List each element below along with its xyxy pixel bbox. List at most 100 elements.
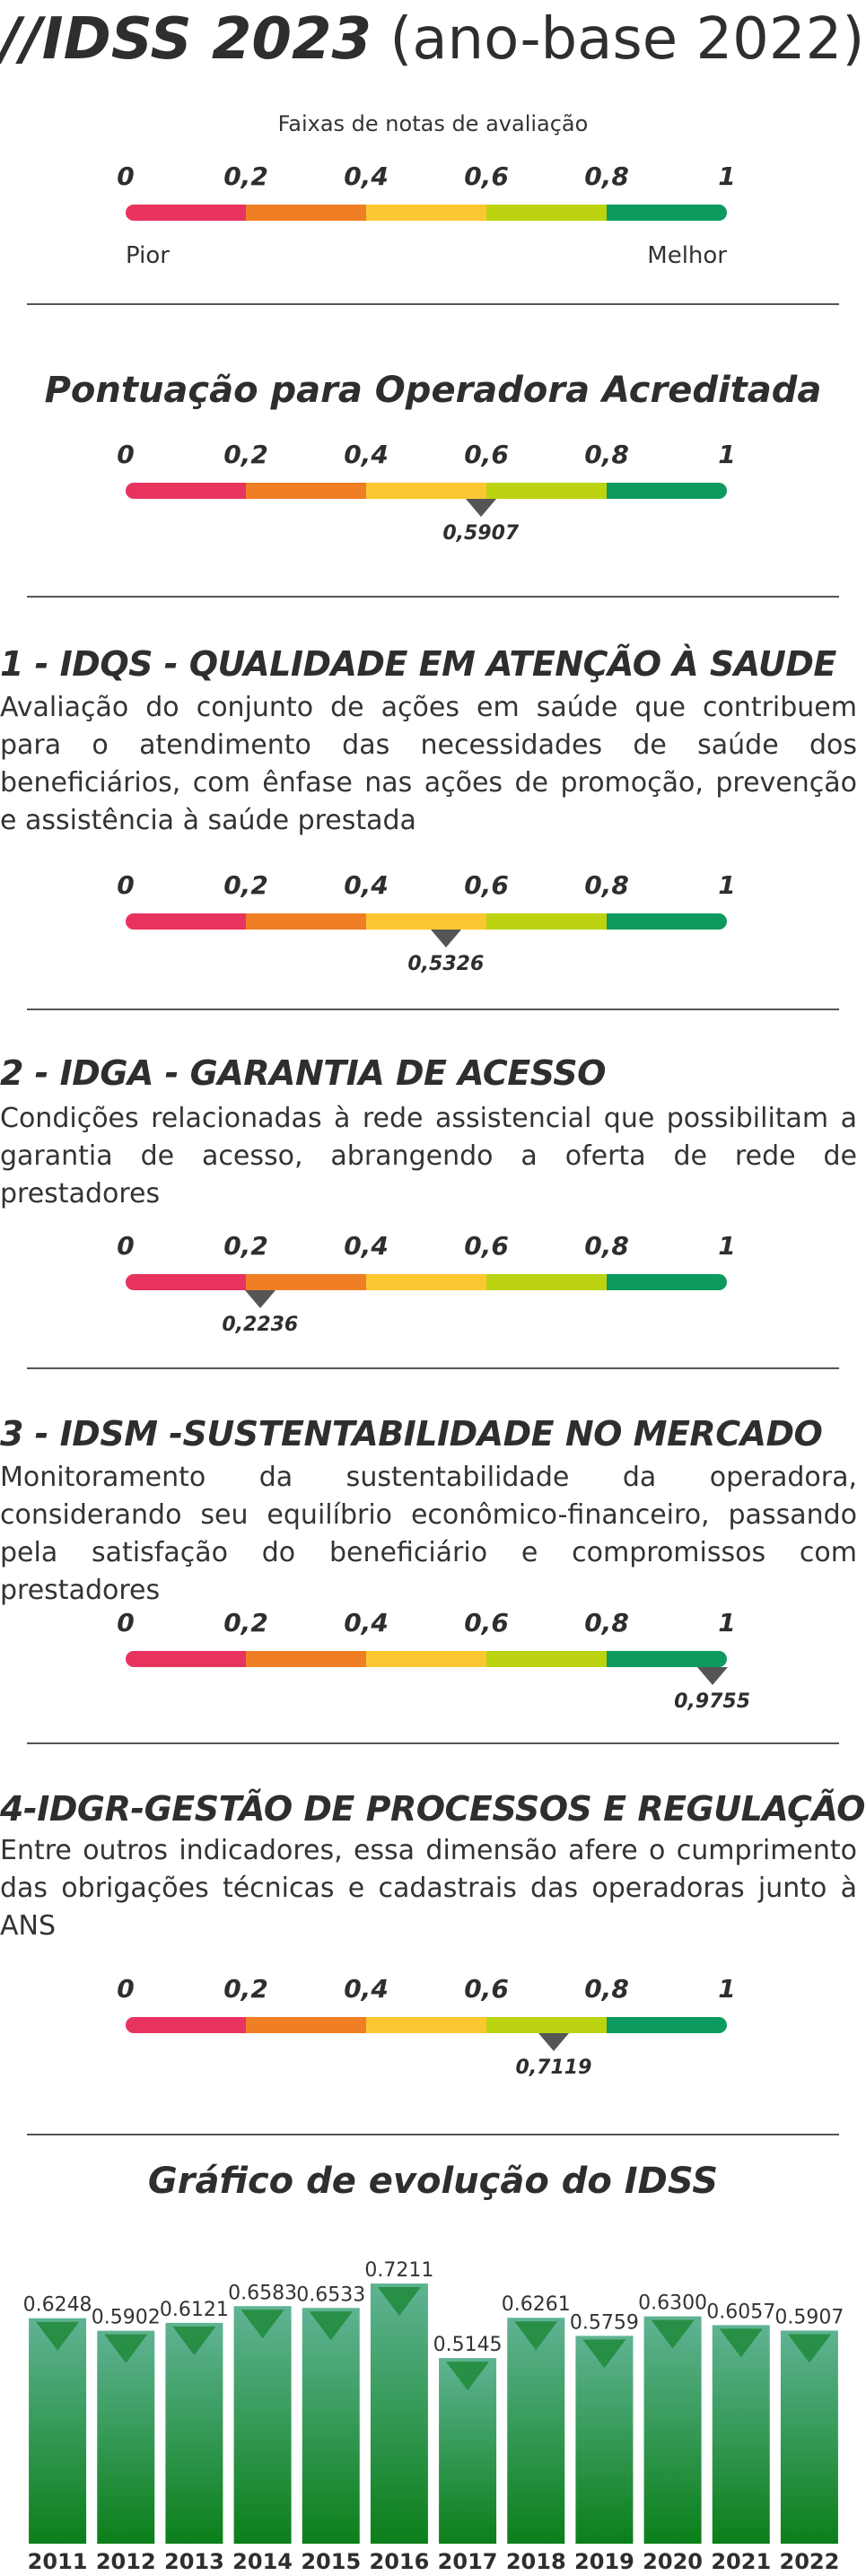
bar-arrow-icon bbox=[377, 2287, 421, 2316]
year-tick-label: 2019 bbox=[574, 2549, 634, 2574]
divider bbox=[27, 303, 839, 305]
scale-segment bbox=[246, 205, 366, 221]
bar-value-label: 0.6057 bbox=[706, 2301, 775, 2323]
score-scale-bar bbox=[126, 1274, 727, 1290]
bar-arrow-icon bbox=[651, 2319, 695, 2349]
scale-tick-label: 0,6 bbox=[464, 162, 509, 191]
scale-tick-label: 0,8 bbox=[584, 870, 629, 900]
scale-tick-label: 0,6 bbox=[464, 1608, 509, 1637]
scale-segment bbox=[486, 205, 607, 221]
scale-tick-label: 0,8 bbox=[584, 440, 629, 469]
year-tick-label: 2022 bbox=[780, 2549, 840, 2574]
scale-segment bbox=[607, 1651, 727, 1667]
divider bbox=[27, 1742, 839, 1744]
chart-bar bbox=[370, 2283, 428, 2544]
year-tick-label: 2021 bbox=[711, 2549, 771, 2574]
scale-tick-label: 1 bbox=[718, 162, 736, 191]
score-value: 0,9755 bbox=[674, 1690, 751, 1713]
bar-value-label: 0.6583 bbox=[228, 2282, 297, 2304]
divider bbox=[27, 1009, 839, 1010]
bar-arrow-icon bbox=[172, 2326, 216, 2355]
section-idga-description: Condições relacionadas à rede assistenci… bbox=[0, 1103, 857, 1209]
scale-segment bbox=[366, 205, 486, 221]
section-idgr-title: 4-IDGR-GESTÃO DE PROCESSOS E REGULAÇÃO bbox=[0, 1789, 866, 1829]
year-tick-label: 2012 bbox=[96, 2549, 156, 2574]
bar-value-label: 0.7211 bbox=[364, 2259, 433, 2282]
score-value: 0,5907 bbox=[442, 522, 520, 545]
scale-segment bbox=[366, 1274, 486, 1290]
scale-segment bbox=[607, 205, 727, 221]
scale-tick-label: 0 bbox=[117, 1974, 135, 2004]
scale-tick-label: 0,6 bbox=[464, 1974, 509, 2004]
scale-tick-label: 0,4 bbox=[344, 162, 389, 191]
divider bbox=[27, 1367, 839, 1369]
scale-tick-label: 1 bbox=[718, 1974, 736, 2004]
year-tick-label: 2018 bbox=[506, 2549, 566, 2574]
chart-bar bbox=[780, 2330, 838, 2544]
year-tick-label: 2015 bbox=[301, 2549, 361, 2574]
bar-value-label: 0.6121 bbox=[160, 2299, 229, 2321]
page-title-subtitle: (ano-base 2022) bbox=[389, 6, 865, 73]
score-marker-icon bbox=[696, 1667, 728, 1685]
scale-tick-label: 0,4 bbox=[344, 1608, 389, 1637]
chart-bar bbox=[575, 2336, 634, 2544]
scale-segment bbox=[486, 1274, 607, 1290]
bar-arrow-icon bbox=[514, 2321, 558, 2351]
section-idqs-scale: 0 0,2 0,4 0,6 0,8 1 0,5326 bbox=[108, 870, 745, 996]
chart-bar bbox=[29, 2318, 87, 2544]
scale-tick-label: 0,4 bbox=[344, 1231, 389, 1261]
scale-segment bbox=[607, 1274, 727, 1290]
scale-tick-label: 0,4 bbox=[344, 440, 389, 469]
accredited-heading: Pontuação para Operadora Acreditada bbox=[44, 370, 822, 411]
scale-segment bbox=[366, 1651, 486, 1667]
page-title-main: //IDSS 2023 bbox=[0, 6, 372, 73]
scale-tick-label: 0,6 bbox=[464, 440, 509, 469]
year-tick-label: 2014 bbox=[232, 2549, 293, 2574]
scale-tick-label: 0 bbox=[117, 162, 135, 191]
scale-tick-label: 0 bbox=[117, 1608, 135, 1637]
score-scale-bar bbox=[126, 483, 727, 499]
score-scale-bar bbox=[126, 2017, 727, 2033]
scale-tick-label: 0 bbox=[117, 870, 135, 900]
bar-value-label: 0.5145 bbox=[433, 2334, 503, 2356]
scale-tick-label: 0,6 bbox=[464, 870, 509, 900]
year-tick-label: 2020 bbox=[643, 2549, 703, 2574]
scale-tick-label: 0,6 bbox=[464, 1231, 509, 1261]
best-label: Melhor bbox=[647, 242, 727, 269]
year-tick-label: 2011 bbox=[28, 2549, 88, 2574]
section-idgr-description: Entre outros indicadores, essa dimensão … bbox=[0, 1835, 857, 1942]
score-scale-bar bbox=[126, 205, 727, 221]
idss-evolution-chart: 0.6248 2011 0.5902 2012 0.6121 2013 0.6583 2014… bbox=[23, 2259, 844, 2574]
scale-segment bbox=[366, 2017, 486, 2033]
accredited-scale: 0 0,2 0,4 0,6 0,8 1 0,5907 bbox=[108, 440, 745, 565]
bar-value-label: 0.5759 bbox=[570, 2311, 639, 2334]
chart-bar bbox=[507, 2318, 565, 2544]
scale-tick-label: 0,8 bbox=[584, 1608, 629, 1637]
page-title: //IDSS 2023 (ano-base 2022) bbox=[0, 4, 866, 75]
bar-arrow-icon bbox=[241, 2310, 284, 2339]
scale-tick-label: 1 bbox=[718, 1608, 736, 1637]
bar-value-label: 0.6248 bbox=[23, 2294, 92, 2317]
bar-arrow-icon bbox=[719, 2328, 763, 2358]
score-marker-icon bbox=[465, 499, 496, 517]
score-scale-bar bbox=[126, 1651, 727, 1667]
bar-arrow-icon bbox=[36, 2321, 80, 2351]
scale-segment bbox=[126, 913, 246, 930]
scale-tick-label: 0,8 bbox=[584, 162, 629, 191]
score-value: 0,7119 bbox=[515, 2056, 592, 2079]
scale-segment bbox=[126, 205, 246, 221]
scale-segment bbox=[246, 2017, 366, 2033]
year-tick-label: 2013 bbox=[164, 2549, 224, 2574]
section-idsm-title: 3 - IDSM -SUSTENTABILIDADE NO MERCADO bbox=[0, 1414, 823, 1454]
scale-tick-label: 1 bbox=[718, 440, 736, 469]
chart-bar bbox=[165, 2322, 223, 2544]
bar-arrow-icon bbox=[309, 2311, 353, 2341]
scale-segment bbox=[486, 2017, 607, 2033]
scale-tick-label: 0,2 bbox=[223, 1231, 268, 1261]
scale-tick-label: 1 bbox=[718, 1231, 736, 1261]
score-value: 0,5326 bbox=[407, 953, 485, 975]
scale-tick-label: 0,4 bbox=[344, 1974, 389, 2004]
bar-value-label: 0.6261 bbox=[502, 2293, 571, 2316]
chart-bar bbox=[643, 2316, 702, 2544]
section-idqs-description: Avaliação do conjunto de ações em saúde … bbox=[0, 692, 857, 836]
